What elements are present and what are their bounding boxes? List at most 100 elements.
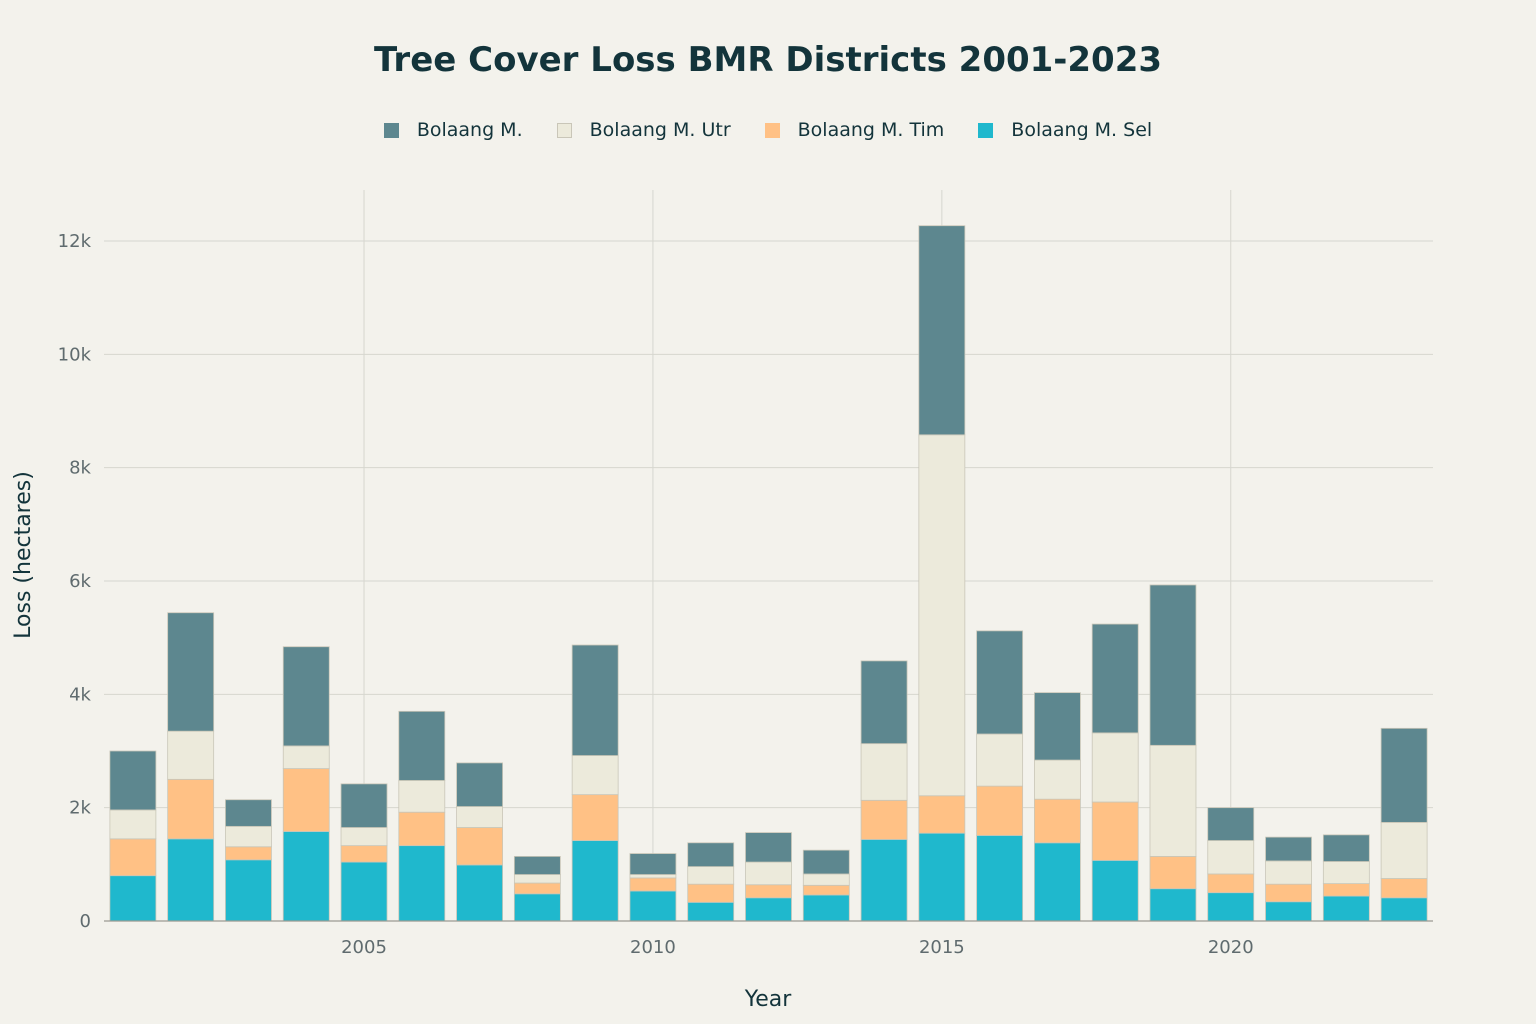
bar-segment [109, 809, 157, 840]
bar-segment [571, 794, 619, 841]
x-tick-label: 2015 [919, 937, 965, 958]
legend-swatch [764, 122, 780, 138]
bar-segment [976, 733, 1024, 787]
bar-segment [456, 762, 503, 807]
bar-segment [860, 660, 908, 745]
bar-segment [802, 884, 850, 896]
bar-segment [513, 882, 561, 895]
bar-segment [629, 853, 677, 875]
bar-segment [1207, 840, 1255, 875]
bar-segment [745, 884, 792, 899]
bar-segment [571, 755, 619, 796]
bar-segment [398, 845, 446, 922]
legend-label: Bolaang M. Tim [797, 119, 945, 141]
bar-segment [1207, 873, 1255, 894]
bar-segment [629, 890, 677, 922]
legend-item[interactable]: Bolaang M. [383, 119, 523, 141]
bar-segment [167, 778, 215, 840]
bar-segment [860, 839, 908, 922]
bar-segment [167, 730, 215, 780]
bar-segment [1265, 883, 1312, 903]
bar-segment [340, 861, 388, 922]
bar-segment [802, 894, 850, 922]
bar-segment [225, 846, 272, 861]
bar-segment [1034, 798, 1081, 844]
bar-segment [571, 840, 619, 922]
bar-segment [1149, 584, 1197, 746]
bar-segment [918, 832, 966, 922]
bar-segment [398, 710, 446, 781]
y-tick-label: 0 [80, 911, 91, 932]
bar-segment [571, 644, 619, 756]
bar-segment [976, 835, 1024, 922]
bar-segment [109, 875, 157, 922]
x-tick-label: 2010 [630, 937, 676, 958]
bar-segment [282, 745, 330, 769]
bar-segment [167, 838, 215, 922]
legend-label: Bolaang M. Sel [1011, 119, 1153, 141]
y-axis-title: Loss (hectares) [11, 471, 36, 639]
bar-segment [109, 838, 157, 877]
bar-segment [745, 832, 792, 863]
bar-segment [860, 743, 908, 801]
y-tick-label: 8k [69, 458, 91, 479]
bar-segment [918, 434, 966, 797]
bar-segment [1322, 861, 1370, 885]
bar-segment [1380, 897, 1428, 922]
bar-segment [1322, 895, 1370, 922]
bar-segment [340, 783, 388, 828]
bar-segment [1265, 836, 1312, 862]
bar-segment [456, 827, 503, 866]
bar-segment [802, 849, 850, 875]
bar-segment [745, 897, 792, 922]
bar-segment [1091, 623, 1139, 734]
legend: Bolaang M. Bolaang M. Utr Bolaang M. Tim Bo… [0, 119, 1536, 141]
bar-segment [976, 630, 1024, 735]
bar-segment [629, 877, 677, 892]
bar-segment [513, 893, 561, 922]
bar-segment [398, 780, 446, 813]
bar-segment [687, 866, 735, 885]
y-tick-label: 10k [58, 344, 92, 365]
bar-segment [976, 785, 1024, 836]
bar-segment [167, 612, 215, 732]
legend-item[interactable]: Bolaang M. Sel [978, 119, 1152, 141]
bar-segment [456, 864, 503, 922]
bar-segment [225, 825, 272, 848]
chart-title: Tree Cover Loss BMR Districts 2001-2023 [373, 40, 1163, 80]
legend-swatch [383, 122, 399, 138]
bar-segment [340, 845, 388, 863]
x-tick-label: 2020 [1208, 937, 1254, 958]
bar-segment [398, 811, 446, 847]
x-axis-title: Year [744, 987, 793, 1012]
bar-segment [687, 883, 735, 903]
bar-segment [802, 873, 850, 886]
x-tick-label: 2005 [341, 937, 387, 958]
bar-segment [1207, 892, 1255, 922]
bar-segment [1034, 692, 1081, 761]
bar-segment [1149, 856, 1197, 890]
bar-segment [1149, 744, 1197, 857]
bar-segment [282, 646, 330, 747]
bar-segment [340, 827, 388, 847]
legend-item[interactable]: Bolaang M. Utr [556, 119, 731, 141]
bar-segment [1149, 888, 1197, 922]
bar-segment [1034, 842, 1081, 922]
bar-segment [1091, 801, 1139, 861]
bar-segment [225, 799, 272, 827]
bar-segment [918, 795, 966, 834]
y-tick-label: 4k [69, 684, 91, 705]
bar-segment [629, 874, 677, 879]
bar-segment [1322, 883, 1370, 897]
bar-segment [687, 842, 735, 867]
bar-segment [1265, 901, 1312, 922]
legend-item[interactable]: Bolaang M. Tim [764, 119, 945, 141]
y-tick-label: 6k [69, 571, 91, 592]
bar-segment [745, 861, 792, 886]
legend-label: Bolaang M. Utr [589, 119, 731, 141]
bar-segment [1265, 860, 1312, 885]
legend-label: Bolaang M. [416, 119, 523, 141]
bar-segment [1091, 859, 1139, 922]
